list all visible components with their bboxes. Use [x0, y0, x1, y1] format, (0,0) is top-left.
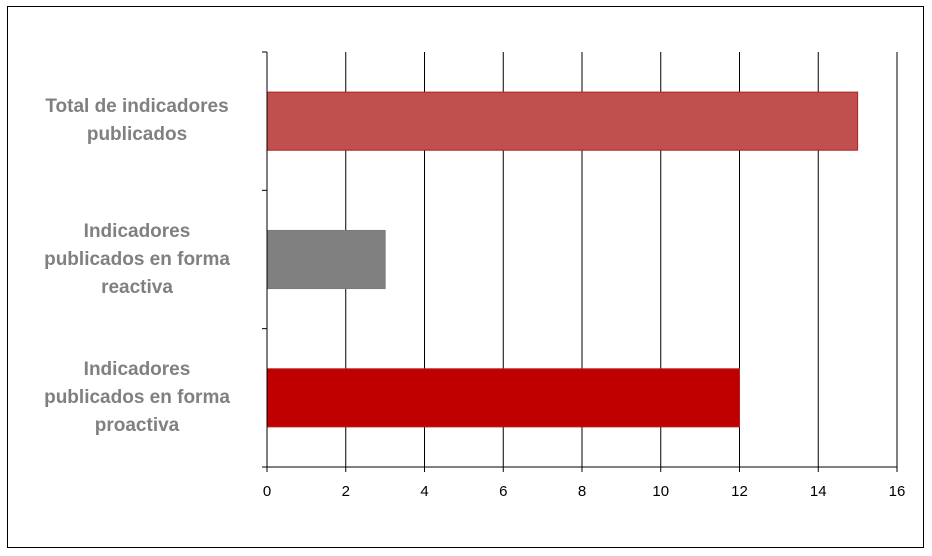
- bar: [266, 91, 859, 151]
- x-tick-label: 4: [420, 483, 428, 500]
- x-tick-label: 6: [499, 483, 507, 500]
- x-tick-label: 8: [578, 483, 586, 500]
- category-label-line: Indicadores: [83, 220, 191, 242]
- x-tick-label: 12: [731, 483, 748, 500]
- category-label-line: Indicadores: [83, 358, 191, 380]
- bar: [266, 368, 740, 428]
- category-label-line: publicados en forma: [44, 248, 230, 270]
- x-tick-label: 10: [652, 483, 669, 500]
- x-tick-label: 2: [342, 483, 350, 500]
- category-label: Total de indicadores publicados: [17, 93, 257, 149]
- x-tick-label: 16: [889, 483, 906, 500]
- category-label-line: publicados en forma: [44, 386, 230, 408]
- bar: [266, 229, 386, 290]
- category-label-line: publicados: [86, 124, 188, 146]
- category-label: Indicadores publicados en forma proactiva: [17, 356, 257, 440]
- category-label-line: Total de indicadores: [45, 96, 229, 118]
- x-tick-label: 14: [810, 483, 827, 500]
- category-label-line: reactiva: [101, 276, 173, 298]
- category-label-line: proactiva: [94, 414, 180, 436]
- category-label: Indicadores publicados en forma reactiva: [17, 218, 257, 302]
- x-tick-label: 0: [263, 483, 271, 500]
